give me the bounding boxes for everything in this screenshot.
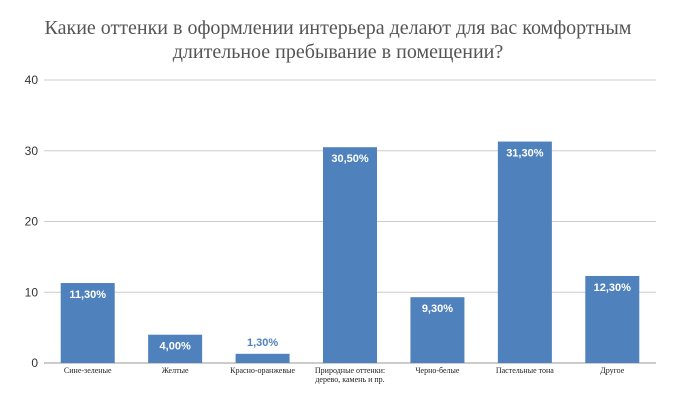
data-label: 31,30%: [506, 148, 544, 160]
x-tick-label: Пастельные тона: [496, 366, 554, 375]
x-tick-label: Красно-оранжевые: [230, 366, 295, 375]
bar: [235, 353, 290, 363]
data-label: 30,50%: [331, 153, 369, 165]
bar: [497, 141, 552, 363]
chart-title-line-1: Какие оттенки в оформлении интерьера дел…: [44, 17, 632, 39]
bar: [585, 275, 640, 363]
data-label: 11,30%: [69, 289, 106, 301]
bar: [60, 283, 115, 363]
y-tick-label: 0: [31, 356, 38, 370]
data-label: 12,30%: [594, 282, 632, 294]
data-label: 1,30%: [247, 337, 278, 349]
data-label: 4,00%: [160, 341, 191, 353]
bar: [148, 334, 203, 363]
data-label: 9,30%: [422, 303, 453, 315]
x-tick-label: Черно-белые: [415, 366, 460, 375]
x-tick-label: Другое: [600, 366, 625, 375]
x-tick-label: Сине-зеленые: [64, 366, 112, 375]
y-tick-label: 30: [25, 144, 39, 158]
chart-title: Какие оттенки в оформлении интерьера дел…: [0, 16, 676, 64]
bar: [410, 297, 465, 363]
y-tick-label: 40: [25, 73, 39, 87]
y-tick-label: 20: [25, 215, 39, 229]
x-tick-label: Желтые: [162, 366, 189, 375]
chart-title-line-2: длительное пребывание в помещении?: [172, 41, 504, 63]
x-tick-label: дерево, камень и пр.: [315, 375, 384, 384]
y-tick-label: 10: [25, 285, 39, 299]
x-tick-label: Природные оттенки:: [315, 366, 385, 375]
bar: [323, 147, 377, 363]
